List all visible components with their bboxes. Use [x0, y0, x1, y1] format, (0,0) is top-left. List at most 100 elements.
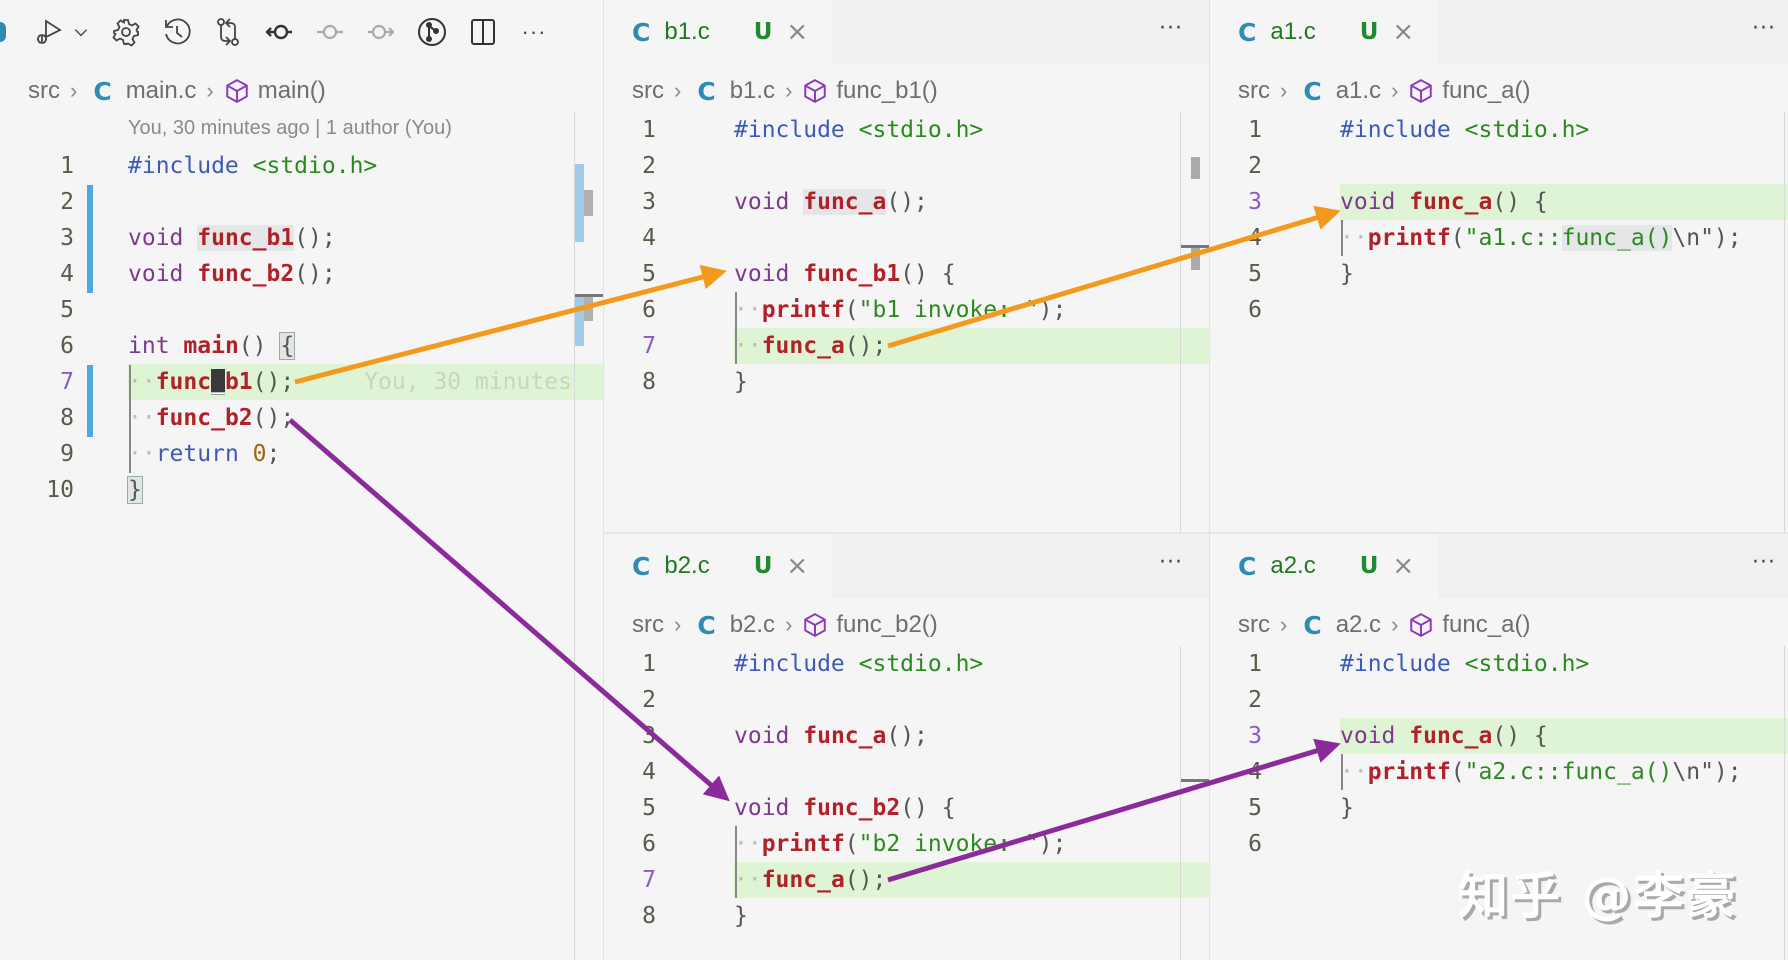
close-icon[interactable]: × — [786, 551, 809, 581]
code-line: 6 ··printf("b2 invoke: "); — [642, 831, 1067, 857]
code-line: 1 #include <stdio.h> — [60, 153, 378, 179]
inline-blame: You, 30 minutes — [364, 369, 572, 395]
breadcrumb-folder[interactable]: src — [632, 77, 664, 104]
code-line: 5} — [1248, 261, 1354, 287]
git-modified-gutter-bar — [87, 365, 93, 437]
untracked-badge: U — [753, 553, 773, 579]
pane-divider[interactable] — [1209, 0, 1210, 960]
vertical-scrollbar[interactable] — [1180, 112, 1209, 532]
breadcrumb-folder[interactable]: src — [28, 77, 60, 104]
chevron-right-icon: › — [785, 612, 793, 637]
close-icon[interactable]: × — [786, 17, 809, 47]
c-file-icon: C — [697, 76, 716, 106]
breadcrumb-file[interactable]: main.c — [125, 77, 197, 104]
code-line: 4 ··printf("a1.c::func_a()\n"); — [1248, 225, 1742, 251]
code-line: 8 ··func_b2(); — [60, 405, 295, 431]
code-line: 3 void func_a(); — [642, 189, 928, 215]
chevron-right-icon: › — [674, 612, 682, 637]
code-line-current: 3 void func_a() { — [1248, 184, 1788, 220]
chevron-right-icon: › — [206, 78, 214, 103]
code-line: 5} — [1248, 795, 1354, 821]
chevron-right-icon: › — [1391, 78, 1399, 103]
breadcrumb: src › C a1.c › func_a() — [1238, 72, 1530, 110]
tab-a2-c[interactable]: C a2.c U × — [1210, 534, 1439, 598]
code-line: 6 int main() { — [60, 332, 296, 360]
code-area[interactable]: 1 #include <stdio.h> 2 3 void func_a(); 4 … — [604, 112, 1209, 400]
untracked-badge: U — [1359, 553, 1379, 579]
code-line: 1 #include <stdio.h> — [642, 117, 984, 143]
breadcrumb-file[interactable]: a1.c — [1335, 77, 1382, 104]
breadcrumb-symbol[interactable]: func_a() — [1442, 77, 1531, 104]
breadcrumb-symbol[interactable]: func_a() — [1442, 611, 1531, 638]
breadcrumb-file[interactable]: b2.c — [729, 611, 776, 638]
code-line: 2 — [1248, 687, 1262, 713]
c-file-icon: C — [697, 610, 716, 640]
c-file-icon: C — [632, 17, 651, 47]
breadcrumb-folder[interactable]: src — [632, 611, 664, 638]
active-indicator — [0, 22, 6, 42]
code-area[interactable]: 1 #include <stdio.h> 2 3 void func_a(); 4 … — [604, 646, 1209, 934]
chevron-right-icon: › — [1280, 78, 1288, 103]
code-area[interactable]: 1 #include <stdio.h> 2 3 void func_a() { 4… — [1210, 646, 1788, 862]
more-actions-icon[interactable]: ··· — [1752, 550, 1776, 575]
watermark: 知乎 @李豪 — [1458, 867, 1738, 925]
breadcrumb-folder[interactable]: src — [1238, 611, 1270, 638]
run-debug-icon[interactable] — [26, 12, 72, 52]
tab-a1-c[interactable]: C a1.c U × — [1210, 0, 1439, 64]
pane-divider-horizontal[interactable] — [604, 532, 1788, 534]
code-area[interactable]: 1 #include <stdio.h> 2 3 void func_a() { 4… — [1210, 112, 1788, 328]
blame-codelens[interactable]: You, 30 minutes ago | 1 author (You) — [128, 117, 452, 139]
code-line: 3 void func_a(); — [642, 723, 928, 749]
code-line: 2 — [642, 687, 656, 713]
indent-guide — [735, 292, 737, 364]
breadcrumb-file[interactable]: b1.c — [729, 77, 776, 104]
breadcrumb-file[interactable]: a2.c — [1335, 611, 1382, 638]
more-actions-icon[interactable]: ··· — [521, 19, 547, 44]
code-line-current: 3 void func_a() { — [1248, 718, 1788, 754]
split-editor-icon[interactable] — [463, 12, 503, 52]
close-icon[interactable]: × — [1392, 17, 1415, 47]
untracked-badge: U — [753, 19, 773, 45]
breadcrumb: src › C main.c › main() — [28, 72, 326, 110]
tab-bar: C a1.c U × ··· — [1210, 0, 1788, 64]
timeline-history-icon[interactable] — [157, 12, 197, 52]
code-line: 5 void func_b2() { — [642, 795, 956, 821]
more-actions-icon[interactable]: ··· — [1159, 16, 1183, 41]
close-icon[interactable]: × — [1392, 551, 1415, 581]
code-area[interactable]: 1 #include <stdio.h> 2 3 void func_b1(); 4… — [0, 148, 603, 508]
current-change-icon[interactable] — [310, 12, 350, 52]
previous-change-icon[interactable] — [259, 12, 299, 52]
breadcrumb-symbol[interactable]: main() — [257, 77, 326, 104]
breadcrumb-folder[interactable]: src — [1238, 77, 1270, 104]
settings-gear-icon[interactable] — [106, 12, 146, 52]
breadcrumb-symbol[interactable]: func_b2() — [836, 611, 938, 638]
indent-guide — [735, 826, 737, 898]
vertical-scrollbar[interactable] — [574, 112, 603, 960]
symbol-method-cube-icon — [1410, 613, 1433, 637]
chevron-right-icon: › — [1280, 612, 1288, 637]
code-line: 6 ··printf("b1 invoke: "); — [642, 297, 1067, 323]
chevron-down-icon[interactable] — [72, 12, 90, 52]
code-line: 1 #include <stdio.h> — [1248, 651, 1590, 677]
vertical-scrollbar[interactable] — [1784, 646, 1788, 960]
more-actions-icon[interactable]: ··· — [1159, 550, 1183, 575]
code-line: 2 — [60, 189, 74, 215]
breadcrumb: src › C b1.c › func_b1() — [632, 72, 938, 110]
code-line: 4 — [642, 759, 656, 785]
vertical-scrollbar[interactable] — [1180, 646, 1209, 960]
indent-guide — [129, 365, 131, 473]
code-line-current: 7 ··func_b1(); You, 30 minutes — [60, 364, 603, 400]
text-cursor: _ — [211, 369, 225, 395]
compare-changes-icon[interactable] — [208, 12, 248, 52]
git-graph-icon[interactable] — [412, 12, 452, 52]
breadcrumb-symbol[interactable]: func_b1() — [836, 77, 938, 104]
more-actions-icon[interactable]: ··· — [1752, 16, 1776, 41]
vertical-scrollbar[interactable] — [1784, 112, 1788, 532]
code-line: 4 — [642, 225, 656, 251]
next-change-icon[interactable] — [361, 12, 401, 52]
c-file-icon: C — [1303, 76, 1322, 106]
chevron-right-icon: › — [674, 78, 682, 103]
tab-b1-c[interactable]: C b1.c U × — [604, 0, 833, 64]
code-line: 4 void func_b2(); — [60, 261, 336, 287]
tab-b2-c[interactable]: C b2.c U × — [604, 534, 833, 598]
